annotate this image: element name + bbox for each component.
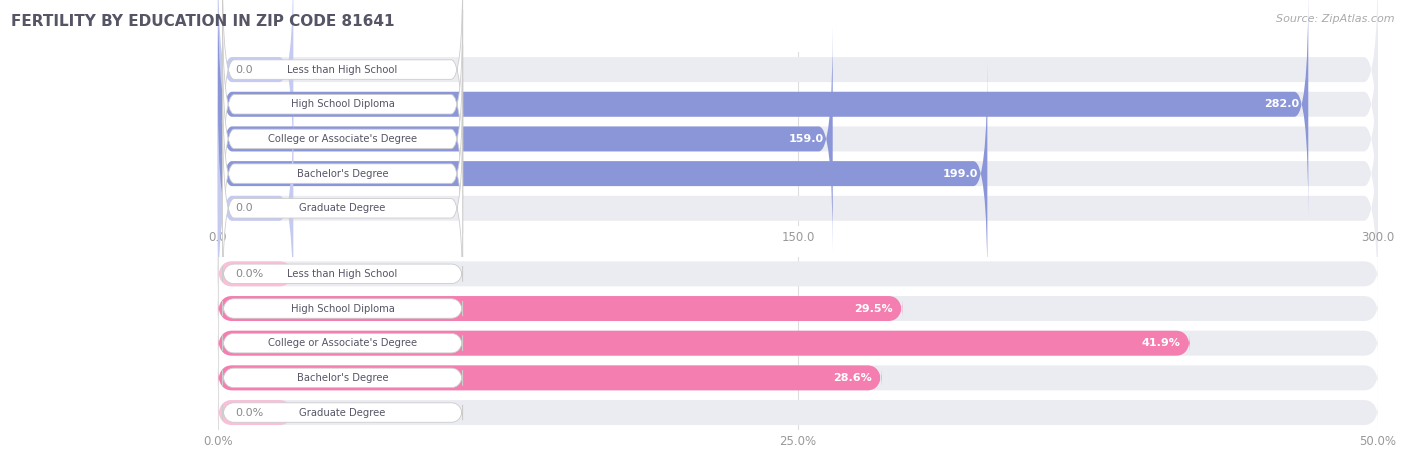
FancyBboxPatch shape (222, 79, 463, 268)
Text: 0.0: 0.0 (235, 203, 253, 213)
FancyBboxPatch shape (218, 61, 987, 286)
Text: 159.0: 159.0 (789, 134, 824, 144)
Text: Graduate Degree: Graduate Degree (299, 408, 385, 418)
FancyBboxPatch shape (218, 0, 1378, 182)
FancyBboxPatch shape (218, 0, 294, 182)
Text: Bachelor's Degree: Bachelor's Degree (297, 169, 388, 179)
Text: Bachelor's Degree: Bachelor's Degree (297, 373, 388, 383)
FancyBboxPatch shape (218, 331, 1189, 356)
Text: 29.5%: 29.5% (855, 304, 893, 314)
Text: High School Diploma: High School Diploma (291, 99, 395, 109)
FancyBboxPatch shape (222, 299, 463, 318)
FancyBboxPatch shape (222, 333, 463, 353)
FancyBboxPatch shape (218, 365, 1378, 390)
FancyBboxPatch shape (222, 368, 463, 388)
Text: 28.6%: 28.6% (834, 373, 872, 383)
FancyBboxPatch shape (218, 400, 1378, 425)
FancyBboxPatch shape (218, 96, 1378, 321)
FancyBboxPatch shape (218, 296, 1378, 321)
FancyBboxPatch shape (218, 96, 294, 321)
FancyBboxPatch shape (222, 45, 463, 233)
FancyBboxPatch shape (222, 0, 463, 164)
Text: Source: ZipAtlas.com: Source: ZipAtlas.com (1277, 14, 1395, 24)
Text: FERTILITY BY EDUCATION IN ZIP CODE 81641: FERTILITY BY EDUCATION IN ZIP CODE 81641 (11, 14, 395, 29)
Text: 199.0: 199.0 (942, 169, 979, 179)
Text: 0.0%: 0.0% (235, 269, 263, 279)
FancyBboxPatch shape (218, 0, 1308, 217)
FancyBboxPatch shape (218, 331, 1378, 356)
FancyBboxPatch shape (218, 261, 1378, 286)
FancyBboxPatch shape (218, 27, 832, 251)
Text: College or Associate's Degree: College or Associate's Degree (269, 134, 418, 144)
Text: 0.0%: 0.0% (235, 408, 263, 418)
FancyBboxPatch shape (222, 114, 463, 303)
FancyBboxPatch shape (218, 61, 1378, 286)
Text: Graduate Degree: Graduate Degree (299, 203, 385, 213)
Text: 41.9%: 41.9% (1142, 338, 1181, 348)
Text: College or Associate's Degree: College or Associate's Degree (269, 338, 418, 348)
FancyBboxPatch shape (218, 296, 903, 321)
FancyBboxPatch shape (222, 264, 463, 284)
Text: 0.0: 0.0 (235, 65, 253, 75)
FancyBboxPatch shape (222, 403, 463, 422)
FancyBboxPatch shape (222, 10, 463, 199)
FancyBboxPatch shape (218, 0, 1378, 217)
Text: High School Diploma: High School Diploma (291, 304, 395, 314)
Text: 282.0: 282.0 (1264, 99, 1299, 109)
FancyBboxPatch shape (218, 365, 882, 390)
FancyBboxPatch shape (218, 261, 294, 286)
Text: Less than High School: Less than High School (287, 269, 398, 279)
Text: Less than High School: Less than High School (287, 65, 398, 75)
FancyBboxPatch shape (218, 27, 1378, 251)
FancyBboxPatch shape (218, 400, 294, 425)
